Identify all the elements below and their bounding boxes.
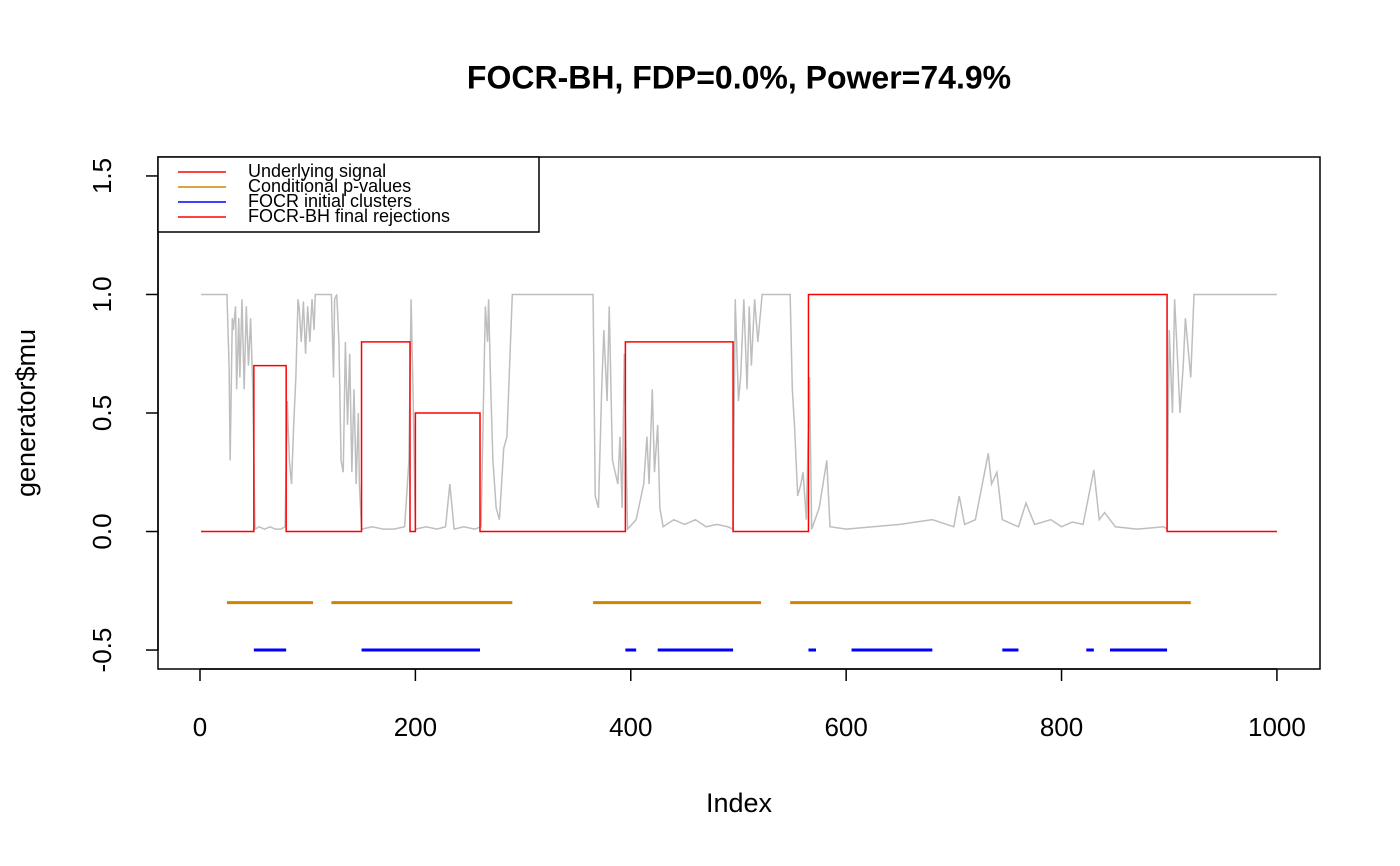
chart-title: FOCR-BH, FDP=0.0%, Power=74.9% bbox=[467, 59, 1011, 95]
legend-label: Conditional p-values bbox=[248, 176, 411, 196]
x-tick-label: 200 bbox=[394, 712, 437, 742]
x-tick-label: 0 bbox=[193, 712, 207, 742]
legend-label: Underlying signal bbox=[248, 161, 386, 181]
legend-label: FOCR initial clusters bbox=[248, 191, 412, 211]
legend-label: FOCR-BH final rejections bbox=[248, 206, 450, 226]
y-tick-label: 0.0 bbox=[87, 513, 117, 549]
y-tick-label: 1.5 bbox=[87, 158, 117, 194]
y-tick-label: -0.5 bbox=[87, 628, 117, 673]
y-tick-label: 1.0 bbox=[87, 276, 117, 312]
x-tick-label: 800 bbox=[1040, 712, 1083, 742]
x-axis-label: Index bbox=[706, 788, 773, 818]
y-axis-label: generator$mu bbox=[11, 329, 41, 497]
y-tick-label: 0.5 bbox=[87, 395, 117, 431]
series-line bbox=[201, 293, 1277, 533]
series-line bbox=[201, 293, 1277, 532]
x-tick-label: 1000 bbox=[1248, 712, 1306, 742]
plot-box bbox=[157, 156, 1321, 670]
legend-box bbox=[157, 156, 540, 233]
x-tick-label: 400 bbox=[609, 712, 652, 742]
x-tick-label: 600 bbox=[824, 712, 867, 742]
